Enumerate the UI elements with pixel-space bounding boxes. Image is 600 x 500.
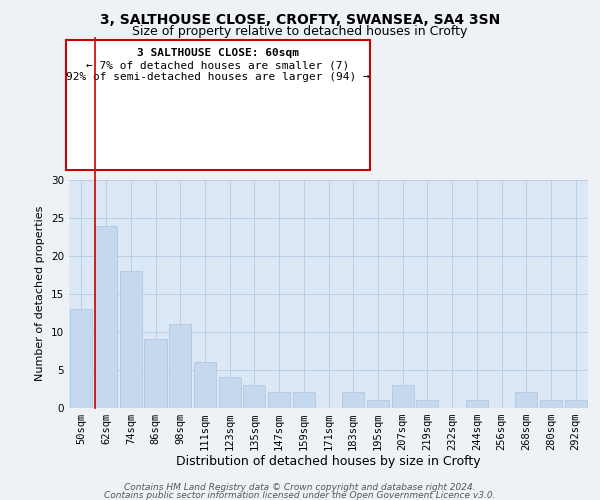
Bar bbox=[540, 400, 562, 407]
Bar bbox=[218, 377, 241, 408]
Bar bbox=[342, 392, 364, 407]
Text: 3, SALTHOUSE CLOSE, CROFTY, SWANSEA, SA4 3SN: 3, SALTHOUSE CLOSE, CROFTY, SWANSEA, SA4… bbox=[100, 12, 500, 26]
Bar bbox=[367, 400, 389, 407]
Bar bbox=[293, 392, 315, 407]
Bar bbox=[145, 339, 167, 407]
Bar bbox=[565, 400, 587, 407]
Text: 92% of semi-detached houses are larger (94) →: 92% of semi-detached houses are larger (… bbox=[66, 72, 370, 83]
Bar bbox=[416, 400, 439, 407]
Bar bbox=[515, 392, 538, 407]
Text: Contains public sector information licensed under the Open Government Licence v3: Contains public sector information licen… bbox=[104, 491, 496, 500]
Bar bbox=[95, 226, 117, 408]
Bar bbox=[243, 385, 265, 407]
Bar bbox=[268, 392, 290, 407]
Text: Contains HM Land Registry data © Crown copyright and database right 2024.: Contains HM Land Registry data © Crown c… bbox=[124, 484, 476, 492]
Text: 3 SALTHOUSE CLOSE: 60sqm: 3 SALTHOUSE CLOSE: 60sqm bbox=[137, 48, 299, 58]
Bar bbox=[119, 271, 142, 407]
Text: Size of property relative to detached houses in Crofty: Size of property relative to detached ho… bbox=[133, 25, 467, 38]
Bar bbox=[70, 309, 92, 408]
Text: ← 7% of detached houses are smaller (7): ← 7% of detached houses are smaller (7) bbox=[86, 60, 350, 70]
X-axis label: Distribution of detached houses by size in Crofty: Distribution of detached houses by size … bbox=[176, 456, 481, 468]
Bar bbox=[194, 362, 216, 408]
Bar bbox=[392, 385, 414, 407]
Bar bbox=[466, 400, 488, 407]
Y-axis label: Number of detached properties: Number of detached properties bbox=[35, 206, 46, 382]
Bar bbox=[169, 324, 191, 407]
